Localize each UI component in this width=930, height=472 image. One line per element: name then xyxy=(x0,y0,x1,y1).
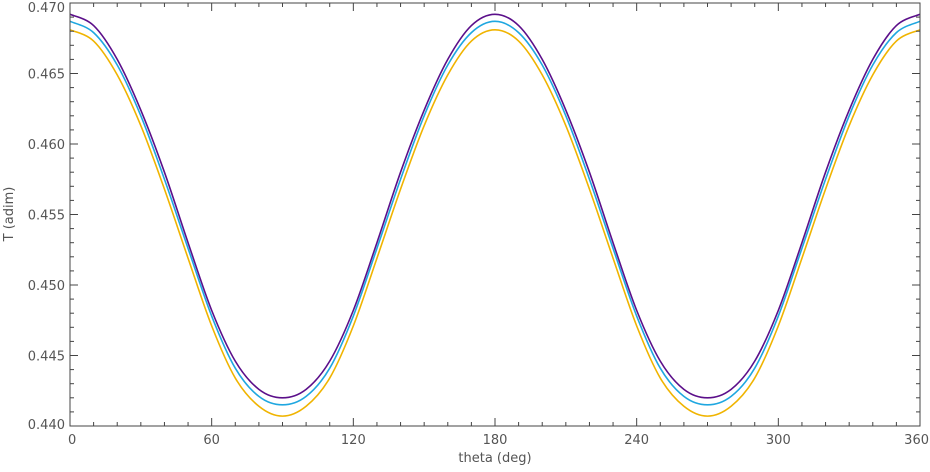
series-layer xyxy=(69,13,921,417)
y-tick-label: 0.470 xyxy=(28,1,65,16)
y-tick-label: 0.460 xyxy=(28,138,65,153)
axes-layer xyxy=(69,2,921,427)
y-tick-label: 0.465 xyxy=(28,68,65,83)
y-tick-label: 0.455 xyxy=(28,209,65,224)
series-line-3 xyxy=(69,28,921,417)
ticks-layer: 0 60 120 180 240 300 360 0.440 0.445 0.450 0.455 0.… xyxy=(28,1,929,448)
y-tick-label: 0.450 xyxy=(28,279,65,294)
y-tick-label: 0.440 xyxy=(28,418,65,433)
y-axis-title: T (adim) xyxy=(2,187,17,243)
x-tick-label: 0 xyxy=(68,433,76,448)
series-line-2 xyxy=(69,20,921,406)
x-tick-label: 360 xyxy=(904,433,929,448)
x-axis-title: theta (deg) xyxy=(458,451,531,466)
series-line-1 xyxy=(69,13,921,399)
y-tick-label: 0.445 xyxy=(28,350,65,365)
x-tick-label: 300 xyxy=(766,433,791,448)
x-tick-label: 180 xyxy=(483,433,508,448)
x-tick-label: 60 xyxy=(203,433,220,448)
x-tick-label: 120 xyxy=(341,433,366,448)
x-tick-label: 240 xyxy=(624,433,649,448)
plot-frame xyxy=(69,2,921,427)
